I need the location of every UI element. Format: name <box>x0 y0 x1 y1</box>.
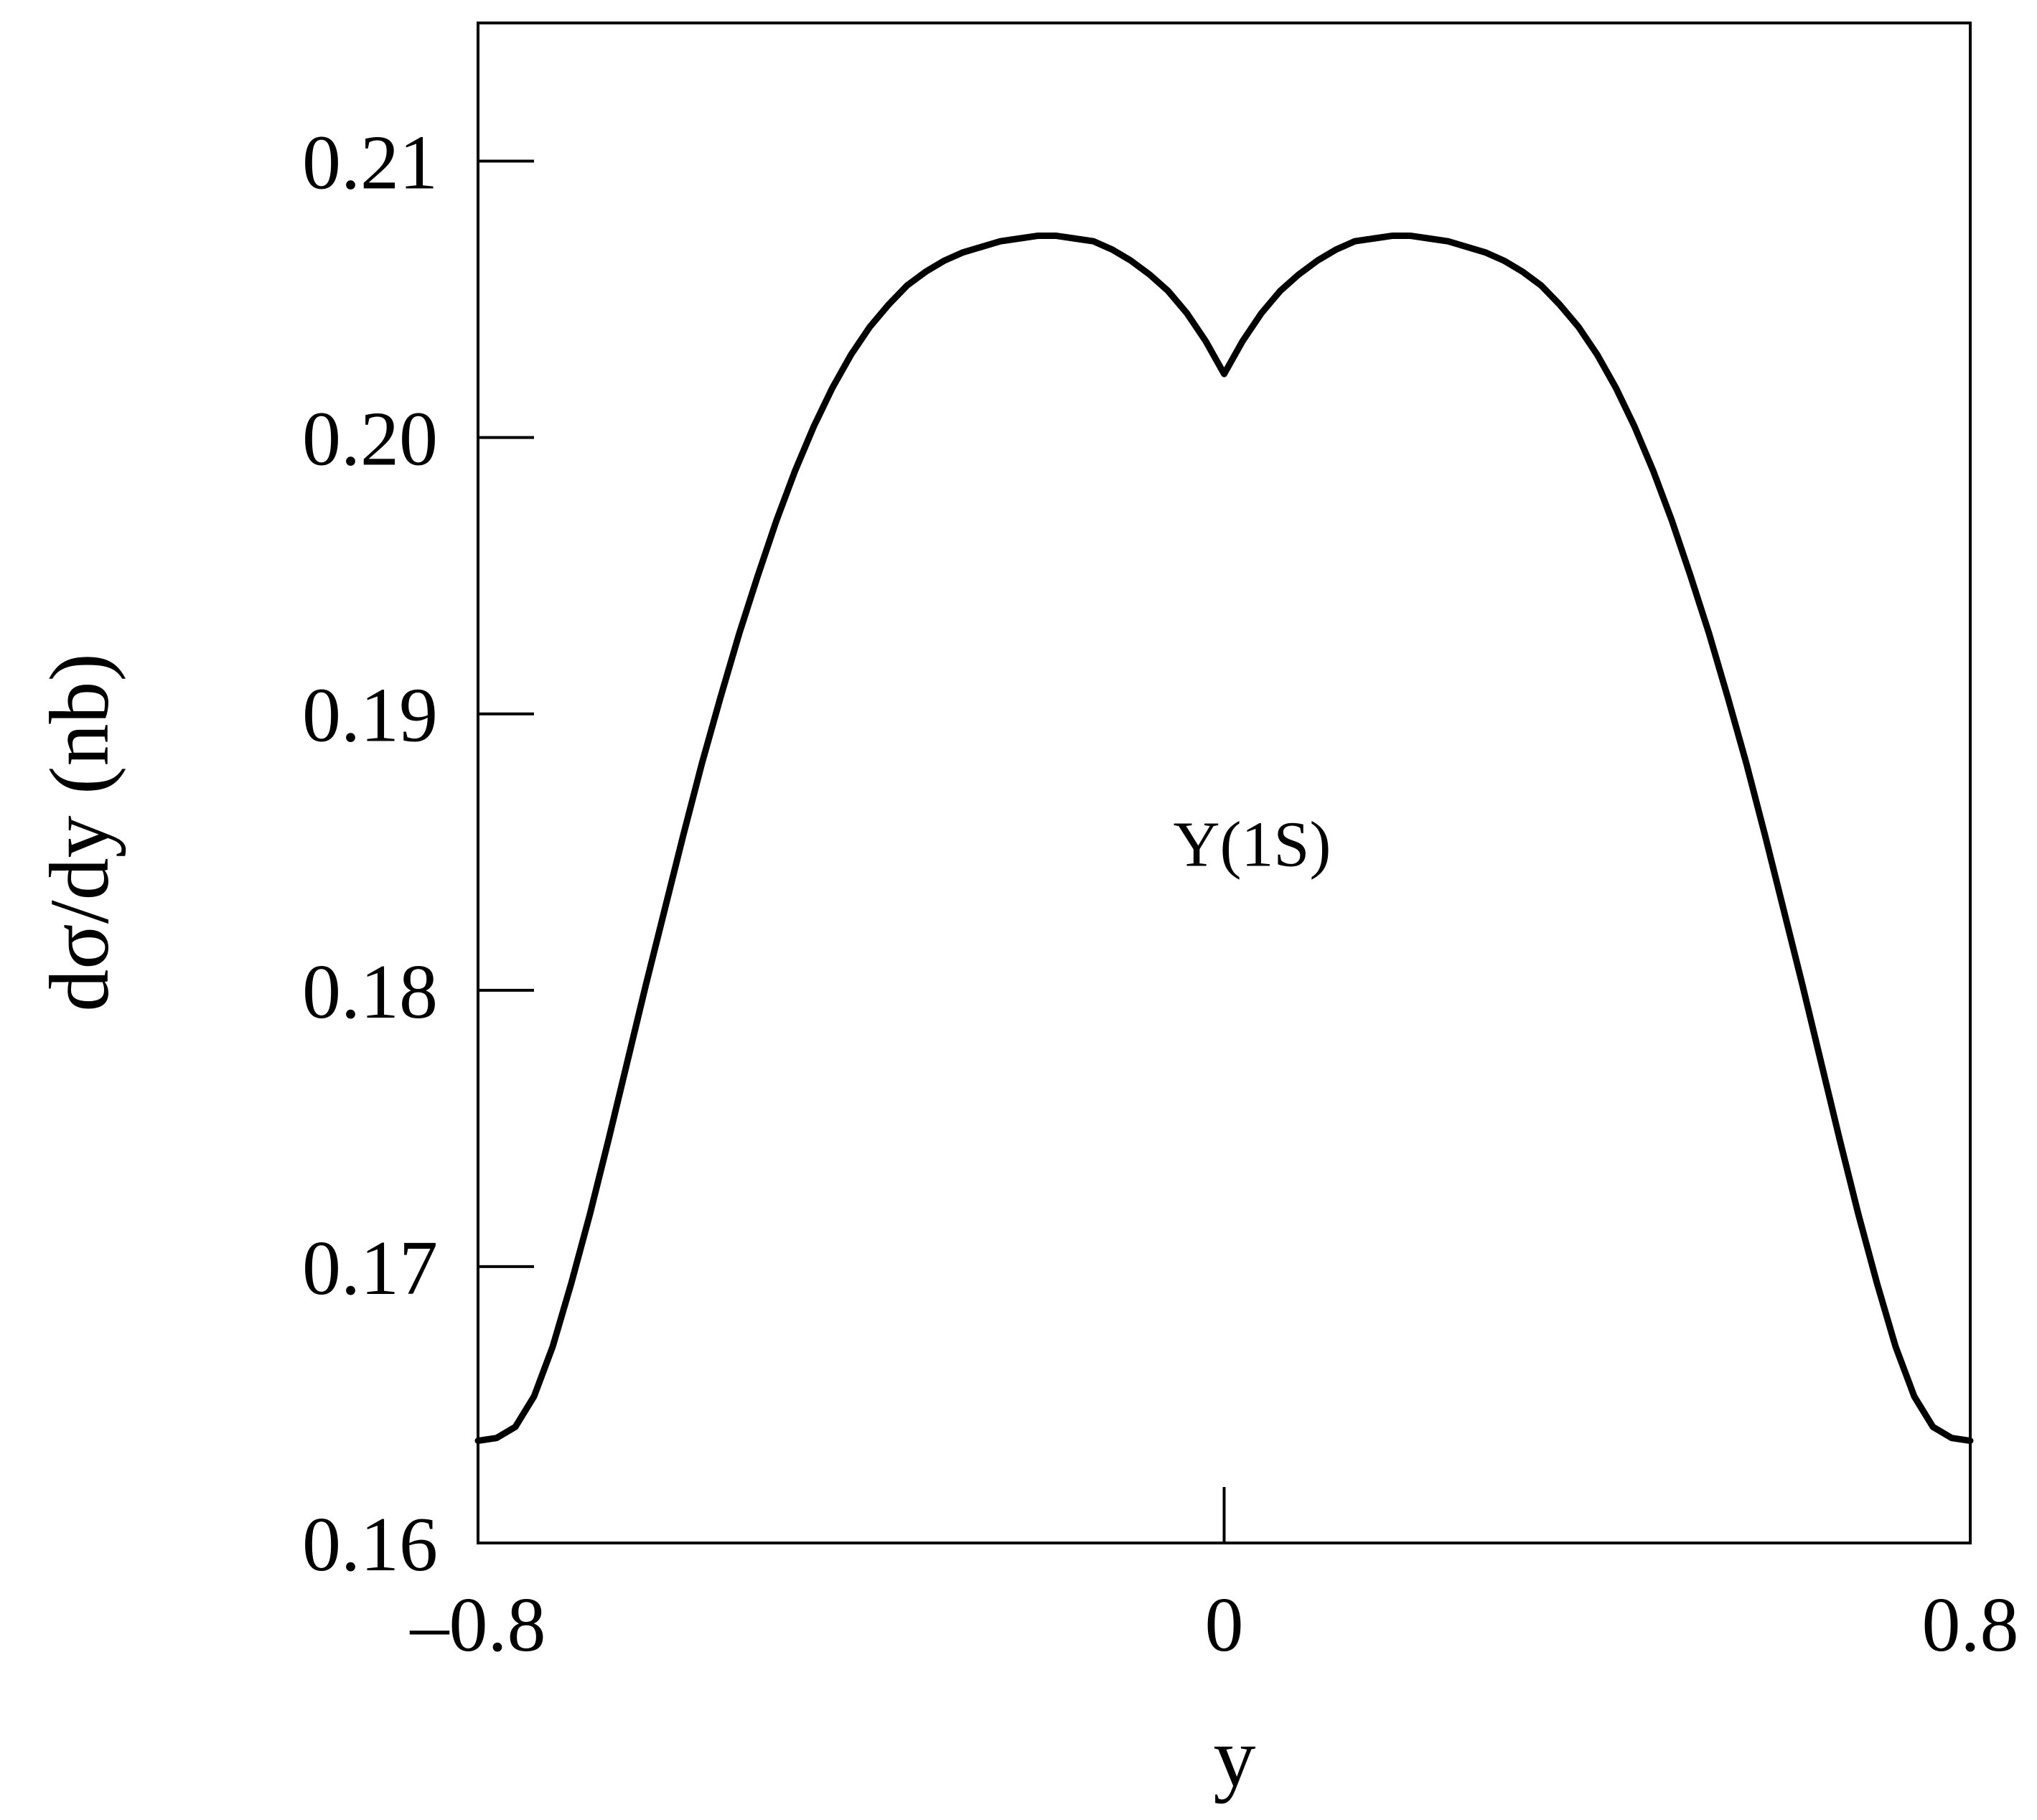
plot-frame <box>477 22 1972 1544</box>
y-tick-label: 0.18 <box>302 949 438 1035</box>
y-tick-label: 0.16 <box>302 1502 438 1587</box>
x-axis-label: y <box>1214 1710 1256 1804</box>
annotation-label: Υ(1S) <box>1173 810 1331 881</box>
x-axis-ticks: –0.8 0 0.8 <box>410 1487 2019 1668</box>
x-tick-label: 0 <box>1205 1582 1244 1668</box>
y-tick-label: 0.19 <box>302 673 438 759</box>
x-tick-label: –0.8 <box>410 1582 546 1668</box>
series-line <box>474 233 1974 1445</box>
y-axis-label: dσ/dy (nb) <box>32 653 126 1011</box>
y-tick-label: 0.21 <box>302 121 438 206</box>
y-tick-label: 0.20 <box>302 397 438 482</box>
y-tick-label: 0.17 <box>302 1226 438 1311</box>
x-tick-label: 0.8 <box>1922 1582 2019 1668</box>
y-axis-ticks: 0.16 0.17 0.18 0.19 0.20 0.21 <box>302 121 534 1587</box>
